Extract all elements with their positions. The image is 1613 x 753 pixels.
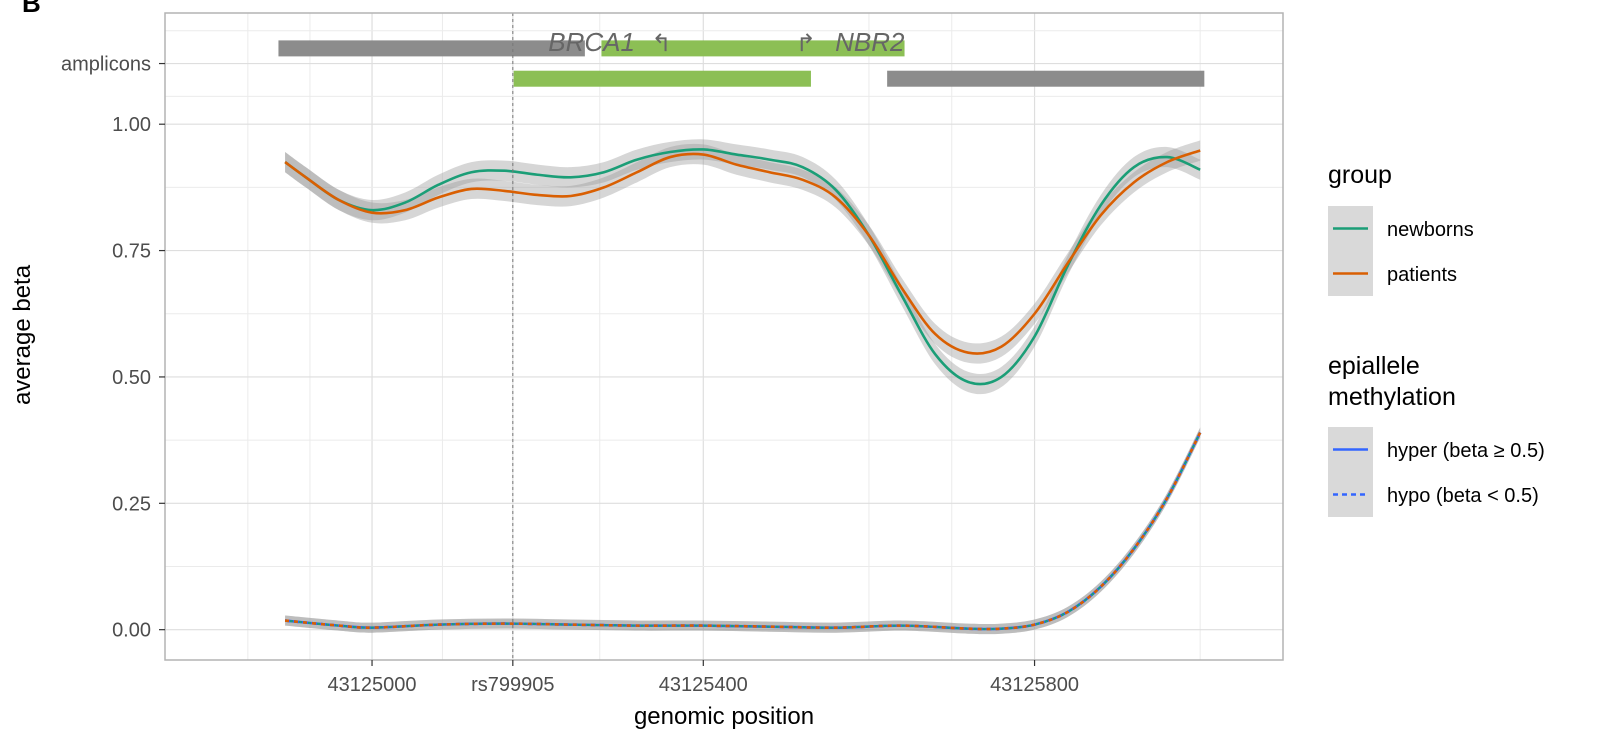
x-axis: 43125000 rs799905 43125400 43125800 bbox=[328, 660, 1079, 696]
legend: group newborns patients epiallele methylatio… bbox=[1328, 161, 1545, 517]
gene-arrow-right: ↱ bbox=[796, 29, 816, 57]
series-lines bbox=[284, 148, 1202, 631]
series-line bbox=[284, 149, 1201, 355]
y-tick-label: 1.00 bbox=[112, 114, 151, 136]
confidence-band bbox=[285, 140, 1201, 364]
legend-title: group bbox=[1328, 161, 1392, 189]
legend-label: newborns bbox=[1387, 219, 1474, 241]
series-line bbox=[284, 148, 1201, 386]
confidence-bands bbox=[285, 139, 1201, 635]
y-axis-title: average beta bbox=[9, 264, 36, 405]
legend-label: hypo (beta < 0.5) bbox=[1387, 485, 1539, 507]
amplicon-bar bbox=[601, 40, 905, 57]
gene-label-brca1: BRCA1 bbox=[548, 27, 635, 57]
panel-letter: B bbox=[22, 0, 41, 18]
x-axis-title: genomic position bbox=[634, 703, 814, 730]
gene-annotations: BRCA1 ↰ ↱ NBR2 bbox=[548, 27, 905, 57]
amplicon-bar bbox=[513, 70, 811, 87]
grid bbox=[165, 13, 1283, 660]
y-tick-label: 0.50 bbox=[112, 367, 151, 389]
amplicon-track bbox=[278, 40, 1205, 87]
amplicon-bar bbox=[887, 70, 1205, 87]
amplicon-bar bbox=[278, 40, 585, 57]
gene-arrow-left: ↰ bbox=[652, 29, 672, 57]
gene-label-nbr2: NBR2 bbox=[835, 27, 905, 57]
y-tick-label: amplicons bbox=[61, 54, 151, 76]
legend-label: hyper (beta ≥ 0.5) bbox=[1387, 440, 1545, 462]
y-tick-label: 0.25 bbox=[112, 493, 151, 515]
y-tick-label: 0.00 bbox=[112, 620, 151, 642]
plot-panel-border bbox=[164, 12, 1284, 661]
legend-title: methylation bbox=[1328, 383, 1456, 411]
y-axis: 0.00 0.25 0.50 0.75 1.00 amplicons bbox=[61, 54, 165, 642]
legend-label: patients bbox=[1387, 264, 1457, 286]
legend-title: epiallele bbox=[1328, 352, 1420, 380]
x-tick-label: 43125000 bbox=[328, 674, 417, 696]
series-line-overlay bbox=[284, 431, 1202, 631]
x-tick-label: 43125800 bbox=[990, 674, 1079, 696]
y-tick-label: 0.75 bbox=[112, 241, 151, 263]
x-tick-label: rs799905 bbox=[471, 674, 554, 696]
plot-background bbox=[165, 13, 1283, 660]
x-tick-label: 43125400 bbox=[659, 674, 748, 696]
